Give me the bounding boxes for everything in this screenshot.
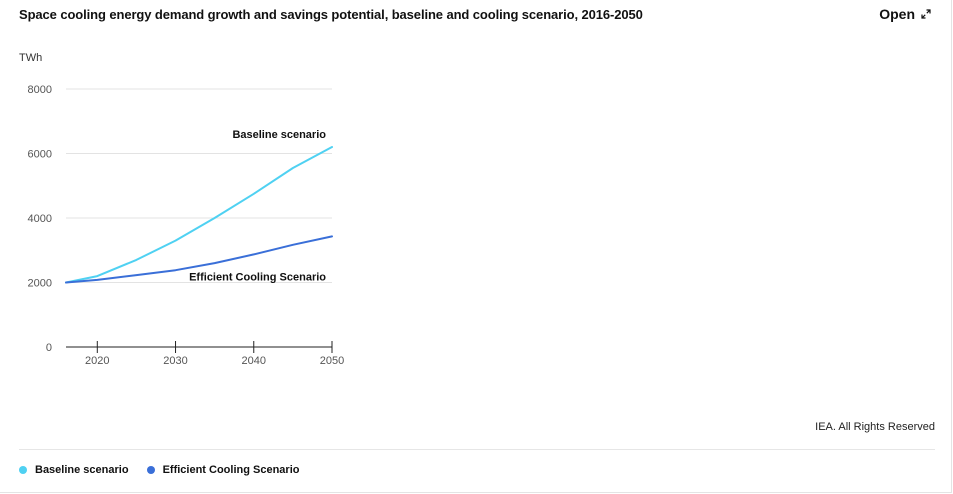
legend-dot-baseline xyxy=(19,466,27,474)
series-line-1 xyxy=(65,235,333,284)
y-tick-label-8000: 8000 xyxy=(28,84,52,96)
open-label: Open xyxy=(879,6,915,22)
y-axis-unit: TWh xyxy=(19,52,43,64)
x-tick-label-2030: 2030 xyxy=(163,355,187,367)
copyright-text: IEA. All Rights Reserved xyxy=(815,421,935,433)
x-tick-label-2040: 2040 xyxy=(242,355,266,367)
x-tick-label-2050: 2050 xyxy=(320,355,344,367)
expand-icon xyxy=(921,9,931,19)
legend-divider xyxy=(19,449,935,450)
legend: Baseline scenario Efficient Cooling Scen… xyxy=(19,464,299,476)
legend-label-efficient: Efficient Cooling Scenario xyxy=(162,464,300,476)
y-tick-label-2000: 2000 xyxy=(28,278,52,290)
series-label-1: Efficient Cooling Scenario xyxy=(189,271,326,283)
y-tick-label-0: 0 xyxy=(46,342,52,354)
chart-title: Space cooling energy demand growth and s… xyxy=(19,7,643,22)
open-button[interactable]: Open xyxy=(879,6,931,22)
series-label-0: Baseline scenario xyxy=(232,129,326,141)
legend-dot-efficient xyxy=(146,466,155,474)
series-line-0 xyxy=(65,146,333,284)
legend-item-efficient[interactable]: Efficient Cooling Scenario xyxy=(146,464,300,476)
legend-label-baseline: Baseline scenario xyxy=(35,464,129,476)
x-tick-label-2020: 2020 xyxy=(85,355,109,367)
legend-item-baseline[interactable]: Baseline scenario xyxy=(19,464,129,476)
y-tick-label-6000: 6000 xyxy=(28,149,52,161)
y-tick-label-4000: 4000 xyxy=(28,213,52,225)
